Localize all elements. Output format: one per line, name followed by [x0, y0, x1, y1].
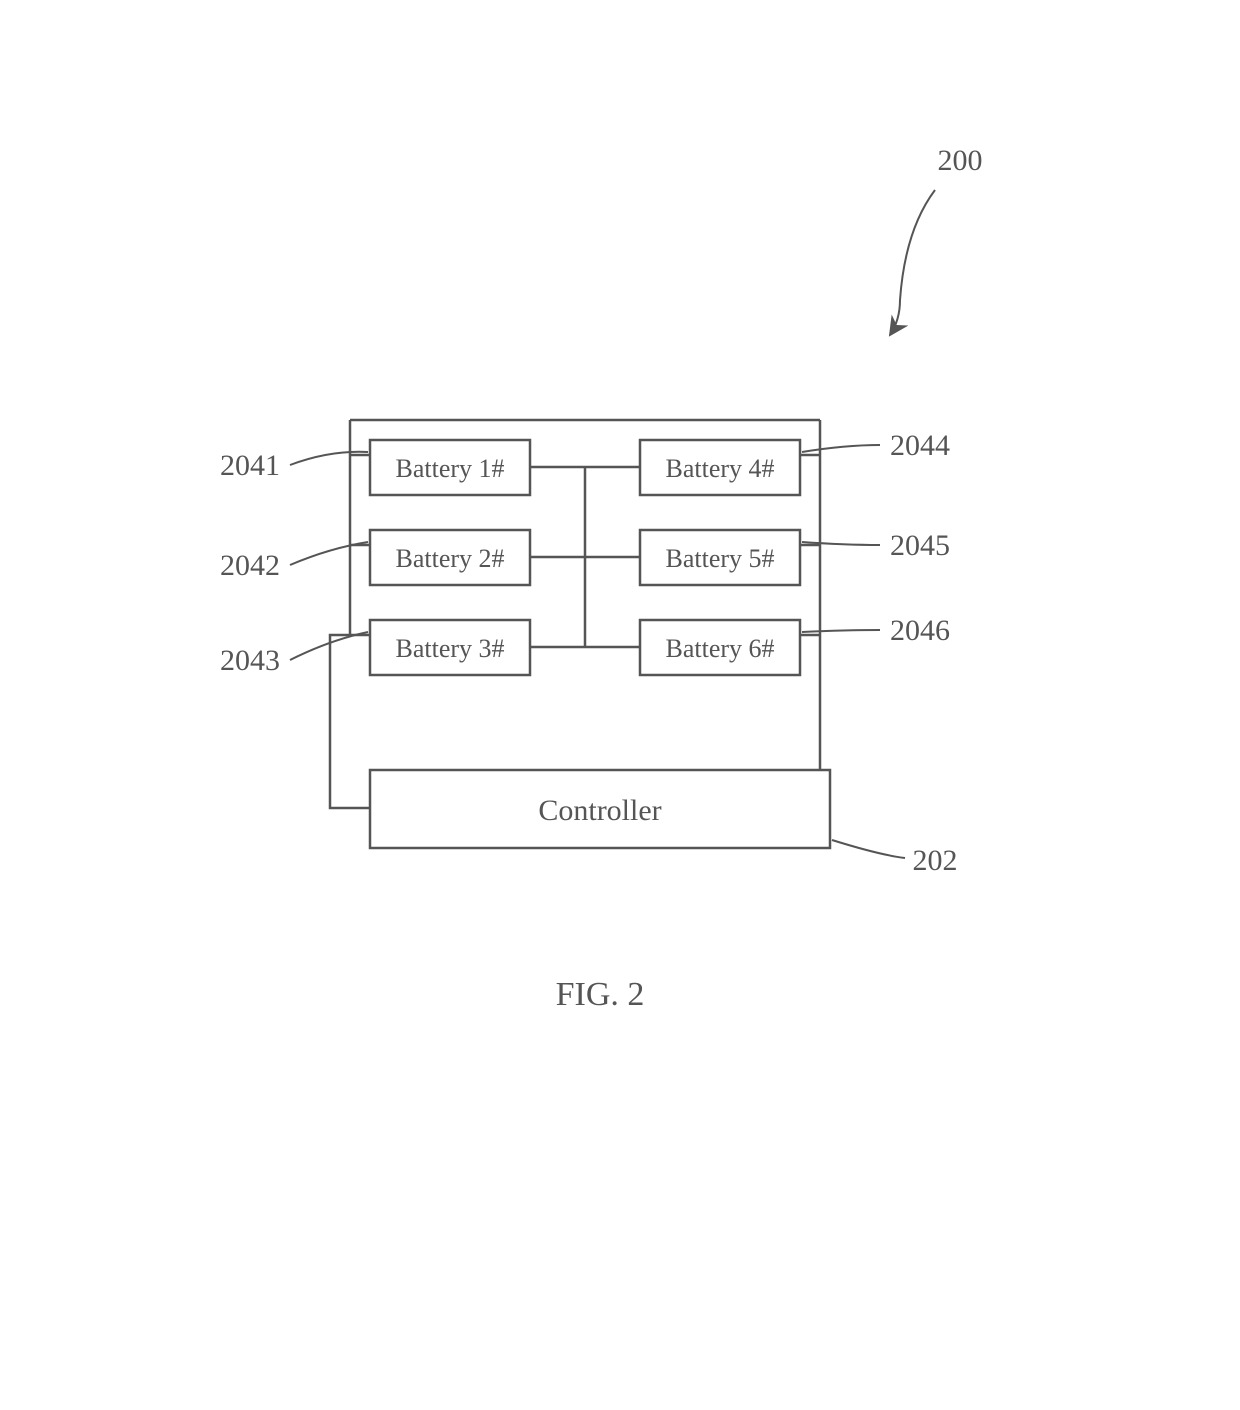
- figure-reference-pointer: [890, 190, 935, 335]
- bus-left-to-controller: [330, 635, 370, 808]
- figure-canvas: 200 Battery 1# Battery 2# Battery 3# Bat…: [0, 0, 1240, 1410]
- controller-label: Controller: [538, 794, 661, 827]
- figure-caption: FIG. 2: [556, 976, 645, 1013]
- battery-4-ref: 2044: [890, 429, 950, 462]
- battery-5-ref: 2045: [890, 529, 950, 562]
- battery-4-label: Battery 4#: [665, 454, 774, 483]
- battery-5-label: Battery 5#: [665, 544, 774, 573]
- battery-6-label: Battery 6#: [665, 634, 774, 663]
- controller-ref: 202: [913, 844, 958, 877]
- battery-3-label: Battery 3#: [395, 634, 504, 663]
- battery-2-label: Battery 2#: [395, 544, 504, 573]
- battery-6-leader: [802, 630, 880, 632]
- battery-3-ref: 2043: [220, 644, 280, 677]
- battery-1-label: Battery 1#: [395, 454, 504, 483]
- battery-1-ref: 2041: [220, 449, 280, 482]
- battery-4-leader: [802, 445, 880, 452]
- battery-6-ref: 2046: [890, 614, 950, 647]
- figure-reference-number: 200: [938, 144, 983, 177]
- battery-2-ref: 2042: [220, 549, 280, 582]
- controller-leader: [832, 840, 905, 858]
